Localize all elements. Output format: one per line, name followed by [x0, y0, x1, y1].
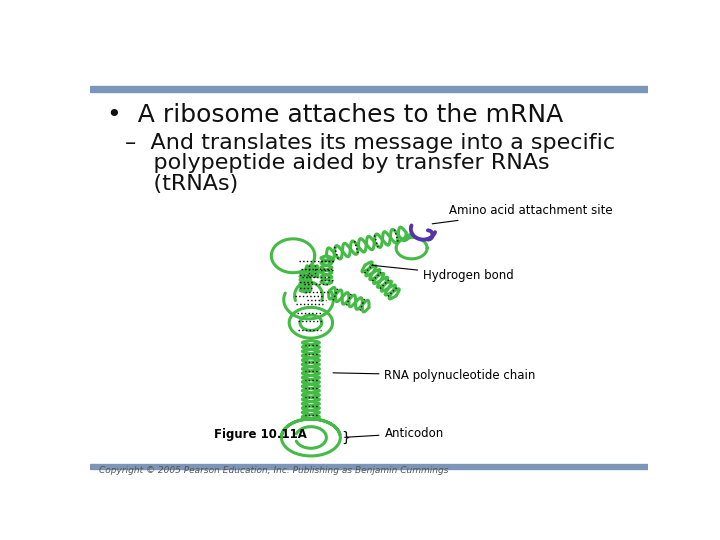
Text: •  A ribosome attaches to the mRNA: • A ribosome attaches to the mRNA [107, 103, 563, 127]
Text: }: } [341, 430, 350, 444]
Text: Amino acid attachment site: Amino acid attachment site [432, 204, 613, 224]
Text: polypeptide aided by transfer RNAs: polypeptide aided by transfer RNAs [125, 153, 549, 173]
Bar [90, 464, 648, 469]
Bar [90, 86, 648, 92]
Text: RNA polynucleotide chain: RNA polynucleotide chain [333, 369, 536, 382]
Text: –  And translates its message into a specific: – And translates its message into a spec… [125, 132, 615, 153]
Text: Figure 10.11A: Figure 10.11A [214, 428, 307, 441]
Text: Anticodon: Anticodon [345, 427, 444, 440]
Text: Copyright © 2005 Pearson Education, Inc. Publishing as Benjamin Cummings: Copyright © 2005 Pearson Education, Inc.… [99, 466, 449, 475]
Text: Hydrogen bond: Hydrogen bond [372, 265, 514, 282]
Text: (tRNAs): (tRNAs) [125, 174, 238, 194]
